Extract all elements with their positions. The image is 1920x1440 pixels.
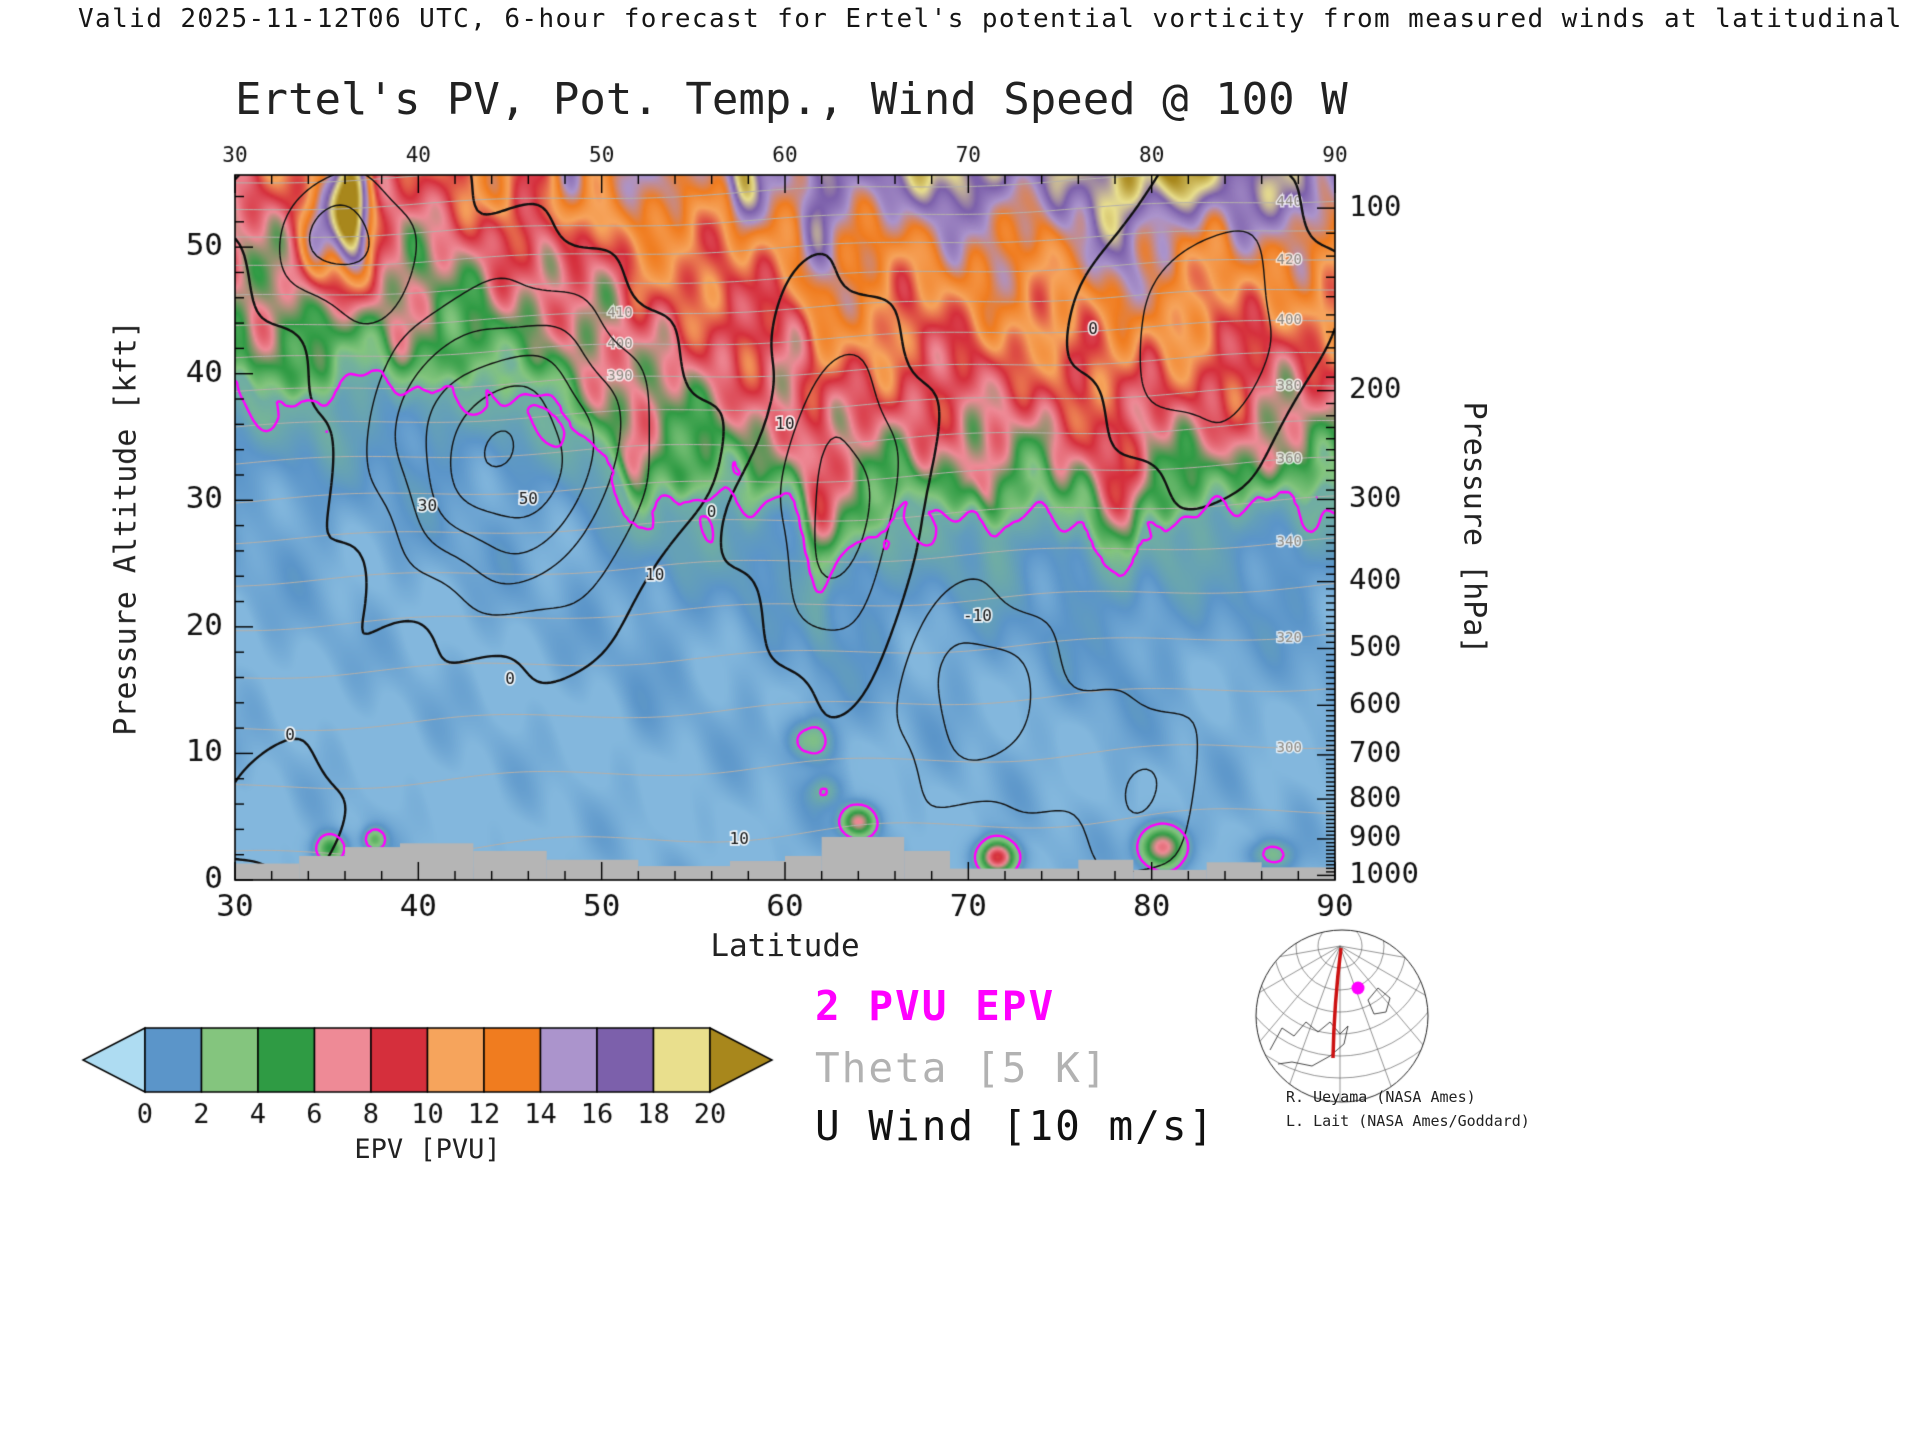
legend-epv-contour: 2 PVU EPV: [815, 982, 1056, 1030]
credit-line-1: R. Ueyama (NASA Ames): [1286, 1088, 1476, 1106]
y-axis-right-title: Pressure [hPa]: [1456, 401, 1492, 655]
validity-header: Valid 2025-11-12T06 UTC, 6-hour forecast…: [78, 4, 1920, 34]
x-axis-title: Latitude: [710, 928, 860, 964]
y-axis-left-title: Pressure Altitude [kft]: [108, 320, 144, 736]
legend-theta-contour: Theta [5 K]: [815, 1044, 1109, 1092]
legend-wind-contour: U Wind [10 m/s]: [815, 1102, 1216, 1150]
credit-line-2: L. Lait (NASA Ames/Goddard): [1286, 1112, 1530, 1130]
colorbar-label: EPV [PVU]: [354, 1134, 501, 1165]
chart-title: Ertel's PV, Pot. Temp., Wind Speed @ 100…: [235, 74, 1348, 125]
